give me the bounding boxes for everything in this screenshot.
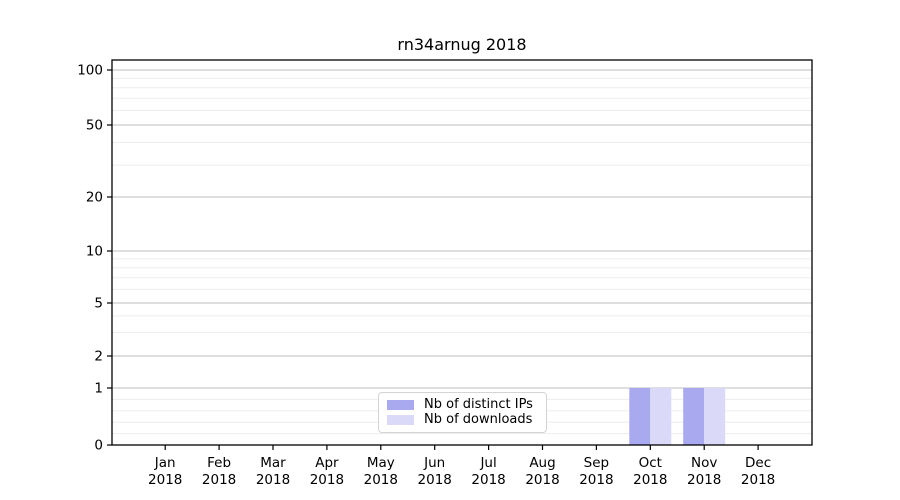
x-tick-label-year-oct: 2018 [633, 472, 667, 488]
x-tick-label-year-dec: 2018 [741, 472, 775, 488]
y-tick-label-0: 0 [94, 438, 103, 454]
legend-item-distinct-ips: Nb of distinct IPs [387, 398, 538, 412]
x-tick-label-year-nov: 2018 [687, 472, 721, 488]
x-tick-label-year-jul: 2018 [471, 472, 505, 488]
x-tick-label-month-mar: Mar [260, 455, 286, 471]
x-tick-label-month-jan: Jan [154, 455, 176, 471]
legend-swatch-downloads [387, 415, 414, 425]
x-tick-label-year-jun: 2018 [418, 472, 452, 488]
x-tick-label-year-feb: 2018 [202, 472, 236, 488]
bar-oct-downloads [650, 388, 672, 445]
y-tick-label-1: 1 [94, 381, 103, 397]
x-tick-label-month-aug: Aug [529, 455, 555, 471]
x-tick-label-month-dec: Dec [745, 455, 771, 471]
legend-swatch-distinct-ips [387, 400, 414, 410]
axes-spines [111, 59, 813, 446]
y-tick-label-5: 5 [94, 296, 103, 312]
x-tick-label-month-oct: Oct [639, 455, 662, 471]
bar-nov-distinct-ips [683, 388, 705, 445]
x-tick-label-month-nov: Nov [691, 455, 717, 471]
y-tick-label-2: 2 [94, 349, 103, 365]
y-tick-label-50: 50 [86, 118, 103, 134]
x-tick-label-month-jun: Jun [423, 455, 445, 471]
x-tick-label-year-may: 2018 [364, 472, 398, 488]
x-tick-label-year-jan: 2018 [148, 472, 182, 488]
x-tick-label-year-apr: 2018 [310, 472, 344, 488]
y-tick-label-20: 20 [86, 190, 103, 206]
legend-item-downloads: Nb of downloads [387, 413, 538, 427]
legend-label-downloads: Nb of downloads [424, 412, 533, 427]
legend-label-distinct-ips: Nb of distinct IPs [424, 397, 533, 412]
x-tick-label-month-apr: Apr [315, 455, 339, 471]
bar-nov-downloads [704, 388, 726, 445]
x-tick-label-year-sep: 2018 [579, 472, 613, 488]
bar-oct-distinct-ips [629, 388, 651, 445]
x-tick-label-year-aug: 2018 [525, 472, 559, 488]
y-tick-label-10: 10 [86, 244, 103, 260]
x-tick-label-month-jul: Jul [479, 455, 496, 471]
x-tick-label-month-sep: Sep [584, 455, 609, 471]
x-tick-label-month-may: May [367, 455, 395, 471]
chart-title: rn34arnug 2018 [397, 35, 527, 54]
legend: Nb of distinct IPs Nb of downloads [378, 392, 547, 433]
x-tick-label-year-mar: 2018 [256, 472, 290, 488]
x-tick-label-month-feb: Feb [207, 455, 231, 471]
y-tick-label-100: 100 [77, 63, 103, 79]
